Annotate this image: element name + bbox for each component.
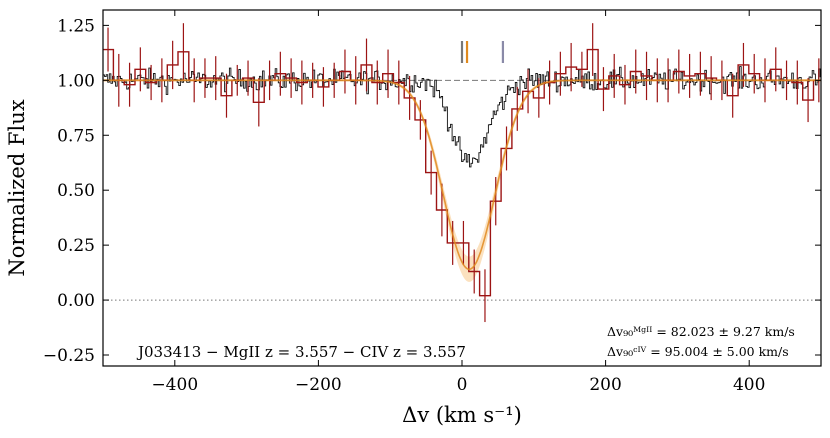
mgii-spectrum-layer: [103, 66, 821, 168]
component-markers: [460, 41, 505, 63]
fit-band-layer: [103, 79, 821, 282]
y-tick-label: 0.50: [57, 181, 95, 201]
y-tick-label: 0.00: [57, 291, 95, 311]
y-tick-label: 1.00: [57, 71, 95, 91]
x-tick-label: −400: [151, 375, 198, 395]
dv90-civ-label: Δv₉₀ᶜᴵⱽ = 95.004 ± 5.00 km/s: [607, 344, 789, 359]
mgii-spectrum-line: [103, 66, 821, 168]
y-axis-label: Normalized Flux: [5, 99, 29, 276]
x-tick-label: −200: [295, 375, 342, 395]
system-label: J033413 − MgII z = 3.557 − CIV z = 3.557: [136, 343, 466, 361]
dv90-mgii-label: Δv₉₀ᴹᵍᴵᴵ = 82.023 ± 9.27 km/s: [607, 324, 795, 339]
fit-line-layer: [103, 79, 821, 271]
y-tick-label: −0.25: [43, 346, 95, 366]
x-tick-label: 400: [733, 375, 765, 395]
x-tick-label: 0: [457, 375, 468, 395]
plot-frame: [102, 9, 822, 367]
civ-spectrum-steps: [103, 48, 821, 297]
x-axis-ticks: −400 −200 0 200 400: [151, 10, 765, 395]
fit-line: [103, 79, 821, 271]
y-tick-label: 0.25: [57, 236, 95, 256]
fit-uncertainty-band: [103, 79, 821, 282]
y-tick-label: 1.25: [57, 16, 95, 36]
y-tick-label: 0.75: [57, 126, 95, 146]
plot-area: [103, 23, 821, 323]
x-tick-label: 200: [589, 375, 621, 395]
civ-spectrum-layer: [103, 23, 821, 323]
y-axis-ticks: −0.25 0.00 0.25 0.50 0.75 1.00 1.25: [43, 16, 821, 366]
x-axis-label: Δv (km s⁻¹): [402, 403, 522, 427]
